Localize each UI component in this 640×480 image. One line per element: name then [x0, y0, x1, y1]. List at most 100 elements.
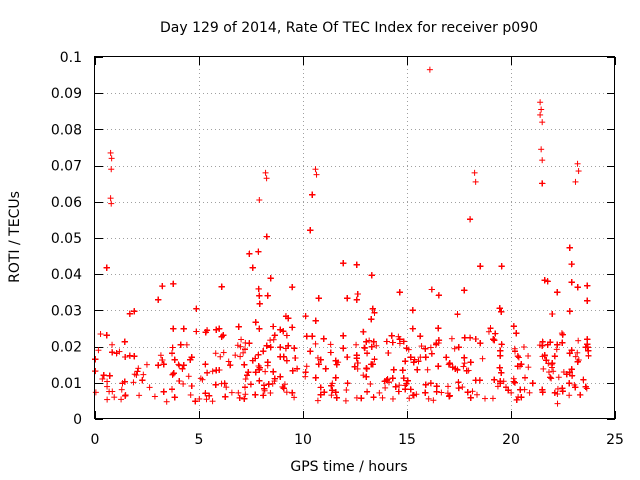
data-point [279, 383, 286, 390]
data-point [130, 379, 137, 386]
data-point [424, 366, 431, 373]
data-point [203, 396, 210, 403]
y-tick-label: 0.01 [51, 376, 82, 392]
data-point [448, 335, 455, 342]
data-point [97, 331, 104, 338]
data-point [303, 363, 310, 370]
data-point [133, 372, 140, 379]
data-point [395, 333, 402, 340]
data-point [445, 361, 452, 368]
data-point [427, 344, 434, 351]
data-point [396, 382, 403, 389]
data-point [187, 391, 194, 398]
data-point [469, 388, 476, 395]
y-tick-label: 0.03 [51, 303, 82, 319]
data-point [479, 355, 486, 362]
data-points [92, 66, 592, 407]
data-point [312, 340, 319, 347]
data-point [425, 395, 432, 402]
x-tick-label: 25 [606, 432, 624, 448]
data-point [104, 383, 111, 390]
data-point [438, 389, 445, 396]
data-point [270, 336, 277, 343]
data-point [99, 375, 106, 382]
data-point [283, 389, 290, 396]
data-point [459, 384, 466, 391]
data-point [525, 352, 532, 359]
y-tick-label: 0.08 [51, 122, 82, 138]
data-point [360, 328, 367, 335]
data-point [267, 337, 274, 344]
x-tick-label: 5 [195, 432, 204, 448]
y-tick-label: 0.06 [51, 195, 82, 211]
data-point [445, 383, 452, 390]
data-point [575, 337, 582, 344]
data-point [106, 388, 113, 395]
data-point [379, 394, 386, 401]
data-point [558, 330, 565, 337]
data-point [143, 361, 150, 368]
data-point [136, 392, 143, 399]
x-tick-label: 0 [91, 432, 100, 448]
data-point [560, 369, 567, 376]
data-point [343, 386, 350, 393]
y-tick-label: 0.07 [51, 159, 82, 175]
y-tick-label: 0.04 [51, 267, 82, 283]
data-point [118, 396, 125, 403]
data-point [146, 384, 153, 391]
data-point [242, 391, 249, 398]
data-point [122, 392, 129, 399]
data-point [474, 391, 481, 398]
data-point [217, 353, 224, 360]
data-point [135, 365, 142, 372]
data-point [228, 389, 235, 396]
data-point [118, 386, 125, 393]
y-tick-label: 0.09 [51, 86, 82, 102]
data-point [353, 341, 360, 348]
data-point [361, 344, 368, 351]
data-point [430, 397, 437, 404]
data-point [212, 350, 219, 357]
data-point [238, 336, 245, 343]
data-point [366, 337, 373, 344]
data-point [104, 378, 111, 385]
data-point [209, 368, 216, 375]
data-point [327, 341, 334, 348]
data-point [489, 395, 496, 402]
data-point [360, 372, 367, 379]
data-point [572, 353, 579, 360]
data-point [104, 396, 111, 403]
axis-ticks [95, 57, 616, 420]
data-point [314, 397, 321, 404]
data-point [234, 342, 241, 349]
data-point [183, 341, 190, 348]
data-point [328, 392, 335, 399]
x-tick-label: 20 [502, 432, 520, 448]
data-point [342, 397, 349, 404]
data-point [140, 371, 147, 378]
data-point [225, 358, 232, 365]
data-point [235, 389, 242, 396]
data-point [566, 392, 573, 399]
data-point [373, 342, 380, 349]
data-point [109, 341, 116, 348]
gridlines [95, 57, 615, 419]
data-point [525, 364, 532, 371]
data-point [555, 374, 562, 381]
data-point [550, 368, 557, 375]
y-tick-label: 0.05 [51, 231, 82, 247]
data-point [262, 368, 269, 375]
data-point [111, 394, 118, 401]
data-point [417, 354, 424, 361]
data-point [220, 349, 227, 356]
data-point [237, 353, 244, 360]
x-tick-label: 10 [294, 432, 312, 448]
data-point [418, 343, 425, 350]
data-point [389, 395, 396, 402]
data-point [540, 365, 547, 372]
data-point [267, 389, 274, 396]
data-point [520, 344, 527, 351]
data-point [494, 383, 501, 390]
data-point [180, 380, 187, 387]
